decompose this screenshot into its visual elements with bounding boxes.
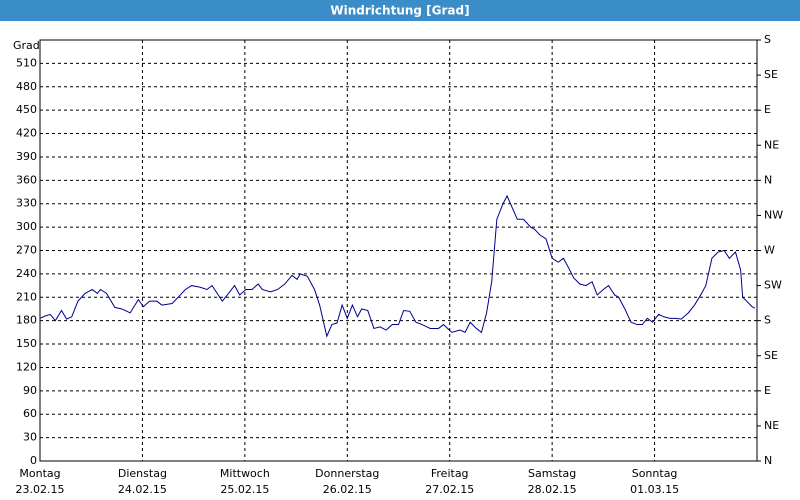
x-tick-label: Donnerstag — [315, 467, 379, 480]
y2-tick-label: E — [764, 384, 771, 397]
y-tick-label: 510 — [16, 56, 37, 69]
x-tick-label: Dienstag — [118, 467, 167, 480]
y2-tick-label: NE — [764, 419, 779, 432]
y2-tick-label: SE — [764, 68, 778, 81]
y-tick-label: 450 — [16, 103, 37, 116]
x-tick-date: 23.02.15 — [16, 483, 65, 496]
y2-tick-label: NE — [764, 138, 779, 151]
y-axis-label: Grad — [13, 39, 40, 52]
y-tick-label: 0 — [30, 454, 37, 467]
y-tick-label: 390 — [16, 150, 37, 163]
y-tick-label: 270 — [16, 244, 37, 257]
x-tick-label: Sonntag — [632, 467, 678, 480]
y-tick-label: 480 — [16, 80, 37, 93]
y-tick-label: 150 — [16, 337, 37, 350]
x-tick-date: 25.02.15 — [220, 483, 269, 496]
y-tick-label: 60 — [23, 407, 37, 420]
y2-tick-label: N — [764, 454, 772, 467]
y2-tick-label: S — [764, 33, 771, 46]
x-tick-date: 28.02.15 — [528, 483, 577, 496]
y-tick-label: 420 — [16, 127, 37, 140]
y-tick-label: 300 — [16, 220, 37, 233]
plot-frame — [39, 39, 758, 462]
y2-tick-label: N — [764, 173, 772, 186]
y2-tick-label: W — [764, 244, 775, 257]
y-tick-label: 180 — [16, 314, 37, 327]
y-tick-label: 360 — [16, 173, 37, 186]
y-tick-label: 240 — [16, 267, 37, 280]
y-tick-label: 330 — [16, 197, 37, 210]
x-tick-label: Samstag — [528, 467, 576, 480]
x-tick-label: Mittwoch — [220, 467, 270, 480]
y-tick-label: 210 — [16, 290, 37, 303]
data-line — [39, 194, 756, 338]
y2-tick-label: SE — [764, 349, 778, 362]
x-tick-date: 01.03.15 — [630, 483, 679, 496]
y2-tick-label: S — [764, 314, 771, 327]
y2-tick-label: E — [764, 103, 771, 116]
title-bar — [0, 0, 800, 21]
y-tick-label: 30 — [23, 431, 37, 444]
x-tick-label: Montag — [19, 467, 60, 480]
y-tick-label: 90 — [23, 384, 37, 397]
x-tick-date: 27.02.15 — [425, 483, 474, 496]
x-tick-date: 24.02.15 — [118, 483, 167, 496]
y-tick-label: 120 — [16, 360, 37, 373]
y2-tick-label: NW — [764, 208, 783, 221]
x-tick-label: Freitag — [431, 467, 469, 480]
y2-tick-label: SW — [764, 279, 782, 292]
chart-title: Windrichtung [Grad] — [330, 4, 469, 18]
x-tick-date: 26.02.15 — [323, 483, 372, 496]
